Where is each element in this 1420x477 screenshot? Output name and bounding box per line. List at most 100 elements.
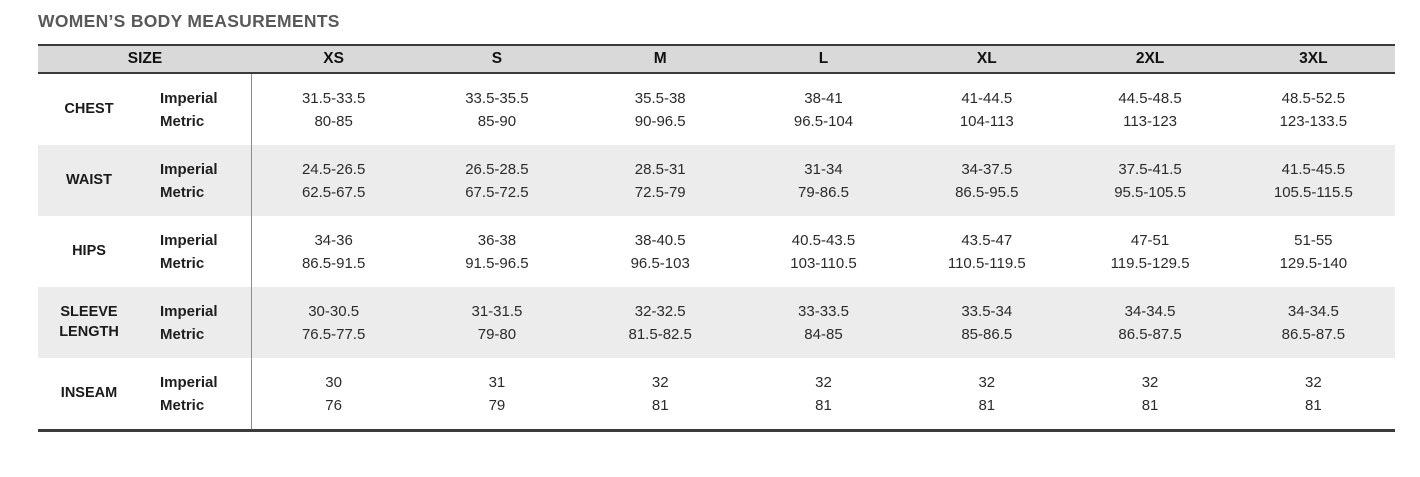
- imperial-value: 34-37.5: [961, 160, 1013, 178]
- row-label-inseam: INSEAM: [60, 384, 118, 401]
- unit-label-metric: Metric: [160, 396, 205, 414]
- imperial-value: 32: [1141, 373, 1159, 391]
- unit-label-imperial: Imperial: [160, 231, 218, 249]
- metric-value: 62.5-67.5: [301, 183, 366, 201]
- value-cell-chest-xs: 31.5-33.5 80-85: [252, 74, 415, 145]
- metric-value: 76: [325, 396, 342, 414]
- metric-value: 81.5-82.5: [628, 325, 692, 343]
- imperial-value: 31-34: [804, 160, 843, 178]
- metric-value: 86.5-91.5: [301, 254, 366, 272]
- metric-value: 79: [488, 396, 506, 414]
- imperial-value: 38-41: [804, 89, 843, 107]
- unit-labels-cell: Imperial Metric: [140, 145, 252, 216]
- value-cell-waist-3xl: 41.5-45.5 105.5-115.5: [1232, 145, 1395, 216]
- value-cell-inseam-xs: 30 76: [252, 358, 415, 429]
- imperial-value: 44.5-48.5: [1118, 89, 1182, 107]
- table-row-inseam: INSEAM Imperial Metric 30 76 31 79 32 81 32 81 32 81…: [38, 358, 1395, 429]
- value-cell-sleeve-length-l: 33-33.5 84-85: [742, 287, 905, 358]
- unit-label-metric: Metric: [160, 254, 205, 272]
- metric-value: 86.5-95.5: [955, 183, 1019, 201]
- metric-value: 85-90: [477, 112, 517, 130]
- value-cell-sleeve-length-xl: 33.5-34 85-86.5: [905, 287, 1068, 358]
- imperial-value: 34-34.5: [1124, 302, 1176, 320]
- imperial-value: 40.5-43.5: [791, 231, 856, 249]
- metric-value: 123-133.5: [1279, 112, 1348, 130]
- value-cell-hips-2xl: 47-51 119.5-129.5: [1068, 216, 1231, 287]
- imperial-value: 30-30.5: [308, 302, 360, 320]
- column-header-l: L: [818, 50, 829, 67]
- value-cell-waist-l: 31-34 79-86.5: [742, 145, 905, 216]
- imperial-value: 32: [978, 373, 996, 391]
- metric-value: 79-80: [477, 325, 517, 343]
- unit-label-imperial: Imperial: [160, 373, 218, 391]
- column-header-2xl: 2XL: [1135, 50, 1165, 67]
- imperial-value: 24.5-26.5: [301, 160, 366, 178]
- value-cell-chest-3xl: 48.5-52.5 123-133.5: [1232, 74, 1395, 145]
- metric-value: 81: [978, 396, 996, 414]
- metric-value: 91.5-96.5: [465, 254, 529, 272]
- imperial-value: 34-34.5: [1287, 302, 1339, 320]
- value-cell-hips-3xl: 51-55 129.5-140: [1232, 216, 1395, 287]
- unit-label-imperial: Imperial: [160, 89, 218, 107]
- imperial-value: 33-33.5: [798, 302, 849, 320]
- imperial-value: 48.5-52.5: [1281, 89, 1346, 107]
- column-header-xl: XL: [976, 50, 997, 67]
- imperial-value: 51-55: [1294, 231, 1333, 249]
- column-header-size: SIZE: [127, 50, 163, 67]
- value-cell-sleeve-length-xs: 30-30.5 76.5-77.5: [252, 287, 415, 358]
- imperial-value: 31.5-33.5: [301, 89, 366, 107]
- unit-label-imperial: Imperial: [160, 160, 218, 178]
- table-row-hips: HIPS Imperial Metric 34-36 86.5-91.5 36-38 91.…: [38, 216, 1395, 287]
- metric-value: 129.5-140: [1279, 254, 1348, 272]
- metric-value: 79-86.5: [798, 183, 849, 201]
- imperial-value: 47-51: [1130, 231, 1170, 249]
- value-cell-waist-m: 28.5-31 72.5-79: [579, 145, 742, 216]
- measurements-table: SIZE XS S M L XL 2XL 3XL CHEST Imperial Metric 31…: [38, 44, 1395, 432]
- metric-value: 103-110.5: [790, 254, 857, 272]
- metric-value: 105.5-115.5: [1273, 183, 1353, 201]
- imperial-value: 36-38: [477, 231, 517, 249]
- table-body: CHEST Imperial Metric 31.5-33.5 80-85 33.5-35…: [38, 74, 1395, 429]
- imperial-value: 33.5-35.5: [465, 89, 529, 107]
- imperial-value: 32: [815, 373, 832, 391]
- value-cell-sleeve-length-m: 32-32.5 81.5-82.5: [579, 287, 742, 358]
- value-cell-inseam-s: 31 79: [415, 358, 578, 429]
- imperial-value: 38-40.5: [634, 231, 686, 249]
- table-header-row: SIZE XS S M L XL 2XL 3XL: [38, 44, 1395, 74]
- metric-value: 85-86.5: [961, 325, 1013, 343]
- value-cell-waist-xl: 34-37.5 86.5-95.5: [905, 145, 1068, 216]
- metric-value: 81: [651, 396, 669, 414]
- value-cell-hips-xl: 43.5-47 110.5-119.5: [905, 216, 1068, 287]
- metric-value: 76.5-77.5: [301, 325, 366, 343]
- value-cell-waist-s: 26.5-28.5 67.5-72.5: [415, 145, 578, 216]
- imperial-value: 34-36: [314, 231, 353, 249]
- metric-value: 95.5-105.5: [1114, 183, 1186, 201]
- metric-value: 104-113: [959, 112, 1014, 130]
- table-row-waist: WAIST Imperial Metric 24.5-26.5 62.5-67.5 26.…: [38, 145, 1395, 216]
- metric-value: 72.5-79: [634, 183, 686, 201]
- imperial-value: 26.5-28.5: [465, 160, 529, 178]
- metric-value: 81: [1141, 396, 1159, 414]
- imperial-value: 41.5-45.5: [1281, 160, 1346, 178]
- metric-value: 86.5-87.5: [1281, 325, 1346, 343]
- value-cell-sleeve-length-2xl: 34-34.5 86.5-87.5: [1068, 287, 1231, 358]
- metric-value: 113-123: [1123, 112, 1178, 130]
- imperial-value: 32-32.5: [634, 302, 686, 320]
- table-row-sleeve-length: SLEEVE LENGTH Imperial Metric 30-30.5 76.5-7…: [38, 287, 1395, 358]
- unit-labels-cell: Imperial Metric: [140, 74, 252, 145]
- value-cell-inseam-3xl: 32 81: [1232, 358, 1395, 429]
- value-cell-sleeve-length-3xl: 34-34.5 86.5-87.5: [1232, 287, 1395, 358]
- value-cell-chest-s: 33.5-35.5 85-90: [415, 74, 578, 145]
- value-cell-inseam-l: 32 81: [742, 358, 905, 429]
- imperial-value: 31-31.5: [471, 302, 523, 320]
- page: WOMEN’S BODY MEASUREMENTS SIZE XS S M L XL 2X…: [38, 11, 1395, 432]
- unit-label-metric: Metric: [160, 325, 205, 343]
- column-header-xs: XS: [323, 50, 344, 67]
- metric-value: 84-85: [804, 325, 843, 343]
- page-title: WOMEN’S BODY MEASUREMENTS: [38, 11, 340, 31]
- imperial-value: 28.5-31: [634, 160, 686, 178]
- value-cell-inseam-2xl: 32 81: [1068, 358, 1231, 429]
- unit-labels-cell: Imperial Metric: [140, 216, 252, 287]
- unit-label-metric: Metric: [160, 183, 205, 201]
- value-cell-chest-m: 35.5-38 90-96.5: [579, 74, 742, 145]
